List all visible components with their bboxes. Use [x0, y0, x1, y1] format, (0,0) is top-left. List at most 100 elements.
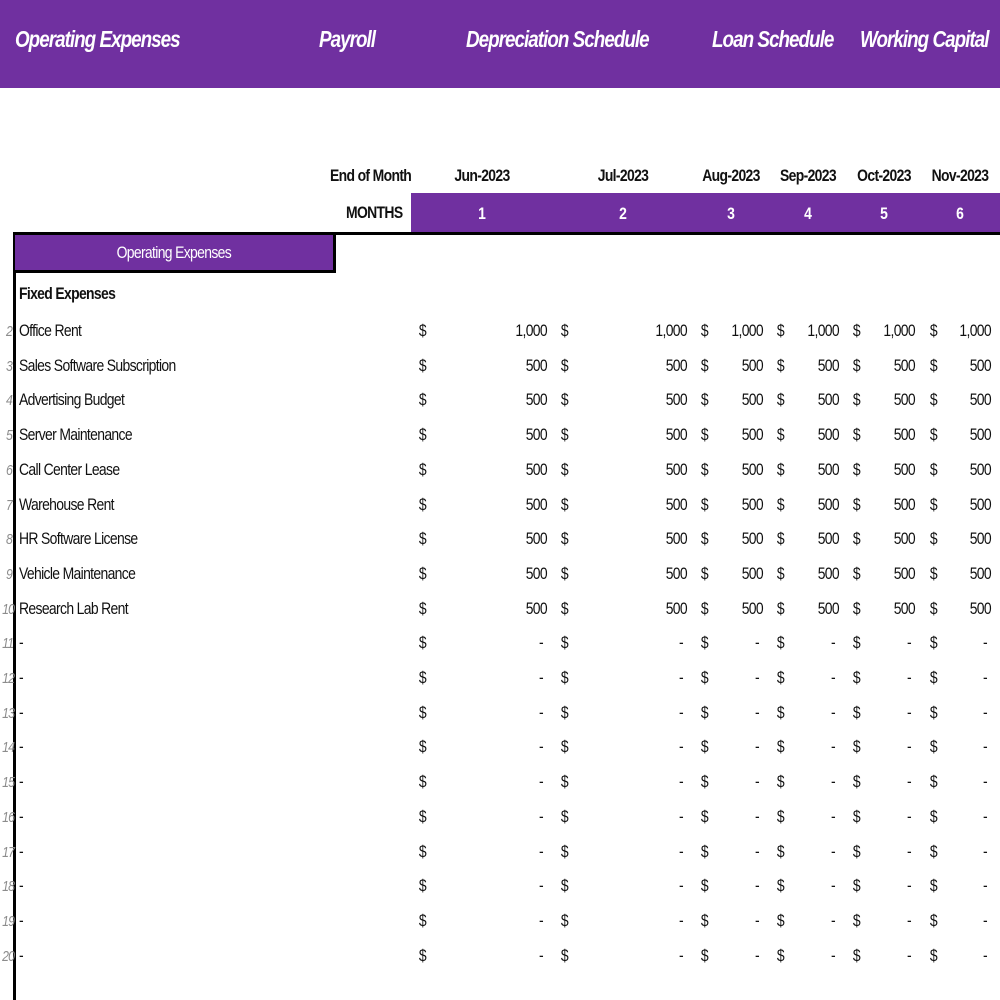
expense-value-cell[interactable]: - [831, 772, 836, 792]
expense-value-cell[interactable]: 500 [893, 598, 916, 618]
expense-value-cell[interactable]: - [831, 806, 836, 826]
expense-value-cell[interactable]: - [755, 702, 760, 722]
expense-value-cell[interactable]: 500 [969, 598, 992, 618]
expense-value-cell[interactable]: 1,000 [655, 321, 687, 340]
expense-value-cell[interactable]: - [539, 806, 544, 826]
expense-value-cell[interactable]: - [983, 841, 988, 861]
expense-value-cell[interactable]: - [907, 841, 912, 861]
expense-value-cell[interactable]: 500 [665, 598, 688, 618]
expense-value-cell[interactable]: - [679, 876, 684, 896]
expense-value-cell[interactable]: - [907, 876, 912, 896]
expense-value-cell[interactable]: - [907, 702, 912, 722]
expense-value-cell[interactable]: 1,000 [883, 321, 915, 340]
expense-value-cell[interactable]: - [983, 806, 988, 826]
expense-value-cell[interactable]: - [907, 910, 912, 930]
expense-label-cell[interactable]: - [19, 841, 24, 861]
expense-value-cell[interactable]: - [755, 876, 760, 896]
expense-label-cell[interactable]: Research Lab Rent [19, 598, 129, 618]
expense-value-cell[interactable]: 500 [741, 459, 764, 479]
expense-value-cell[interactable]: 500 [741, 598, 764, 618]
expense-value-cell[interactable]: - [907, 806, 912, 826]
expense-label-cell[interactable]: - [19, 702, 24, 722]
expense-value-cell[interactable]: - [539, 737, 544, 757]
expense-value-cell[interactable]: - [679, 668, 684, 687]
expense-label-cell[interactable]: Vehicle Maintenance [19, 563, 136, 583]
expense-value-cell[interactable]: - [983, 910, 988, 930]
expense-value-cell[interactable]: - [755, 945, 760, 965]
expense-value-cell[interactable]: - [907, 633, 912, 653]
expense-value-cell[interactable]: 1,000 [515, 321, 547, 340]
expense-value-cell[interactable]: 500 [741, 529, 764, 549]
expense-value-cell[interactable]: - [539, 945, 544, 965]
expense-value-cell[interactable]: 500 [893, 355, 916, 375]
expense-value-cell[interactable]: - [755, 737, 760, 757]
expense-label-cell[interactable]: Call Center Lease [19, 459, 120, 479]
expense-value-cell[interactable]: - [755, 668, 760, 687]
expense-value-cell[interactable]: 500 [525, 425, 548, 445]
expense-value-cell[interactable]: 500 [665, 494, 688, 514]
expense-value-cell[interactable]: - [679, 910, 684, 930]
expense-value-cell[interactable]: 500 [741, 494, 764, 514]
expense-label-cell[interactable]: - [19, 737, 24, 757]
expense-value-cell[interactable]: 500 [893, 459, 916, 479]
expense-value-cell[interactable]: - [831, 945, 836, 965]
expense-label-cell[interactable]: Sales Software Subscription [19, 355, 176, 375]
expense-value-cell[interactable]: 500 [525, 355, 548, 375]
expense-value-cell[interactable]: 500 [741, 390, 764, 410]
expense-value-cell[interactable]: 500 [665, 425, 688, 445]
expense-value-cell[interactable]: 500 [817, 355, 840, 375]
expense-value-cell[interactable]: - [983, 633, 988, 653]
expense-value-cell[interactable]: 500 [665, 459, 688, 479]
expense-value-cell[interactable]: 500 [969, 425, 992, 445]
expense-value-cell[interactable]: - [539, 772, 544, 792]
expense-label-cell[interactable]: HR Software License [19, 529, 138, 549]
nav-link-operating-expenses[interactable]: Operating Expenses [15, 26, 181, 52]
expense-value-cell[interactable]: - [983, 876, 988, 896]
expense-value-cell[interactable]: 500 [665, 355, 688, 375]
expense-value-cell[interactable]: 500 [817, 529, 840, 549]
expense-value-cell[interactable]: 500 [817, 598, 840, 618]
expense-value-cell[interactable]: - [755, 806, 760, 826]
expense-value-cell[interactable]: - [539, 668, 544, 687]
expense-value-cell[interactable]: 500 [969, 355, 992, 375]
expense-value-cell[interactable]: 500 [741, 355, 764, 375]
expense-value-cell[interactable]: 500 [741, 425, 764, 445]
expense-value-cell[interactable]: - [983, 945, 988, 965]
expense-value-cell[interactable]: 500 [817, 563, 840, 583]
expense-value-cell[interactable]: 500 [665, 563, 688, 583]
expense-value-cell[interactable]: - [679, 841, 684, 861]
expense-value-cell[interactable]: 500 [893, 425, 916, 445]
expense-value-cell[interactable]: - [755, 910, 760, 930]
nav-link-payroll[interactable]: Payroll [319, 26, 376, 52]
expense-value-cell[interactable]: - [831, 702, 836, 722]
expense-label-cell[interactable]: - [19, 772, 24, 792]
expense-value-cell[interactable]: - [831, 876, 836, 896]
expense-value-cell[interactable]: 500 [817, 459, 840, 479]
expense-value-cell[interactable]: 500 [817, 425, 840, 445]
expense-value-cell[interactable]: 500 [525, 494, 548, 514]
expense-value-cell[interactable]: - [679, 772, 684, 792]
nav-link-depreciation-schedule[interactable]: Depreciation Schedule [466, 26, 650, 52]
expense-label-cell[interactable]: Server Maintenance [19, 425, 133, 445]
expense-value-cell[interactable]: 500 [893, 529, 916, 549]
expense-label-cell[interactable]: Office Rent [19, 321, 82, 340]
expense-value-cell[interactable]: - [679, 806, 684, 826]
expense-value-cell[interactable]: - [907, 737, 912, 757]
expense-value-cell[interactable]: - [983, 668, 988, 687]
expense-value-cell[interactable]: 500 [525, 563, 548, 583]
expense-label-cell[interactable]: - [19, 876, 24, 896]
expense-label-cell[interactable]: - [19, 633, 24, 653]
expense-value-cell[interactable]: 1,000 [731, 321, 763, 340]
expense-value-cell[interactable]: 500 [817, 390, 840, 410]
expense-value-cell[interactable]: - [755, 633, 760, 653]
expense-value-cell[interactable]: 1,000 [959, 321, 991, 340]
expense-label-cell[interactable]: - [19, 806, 24, 826]
expense-value-cell[interactable]: 500 [969, 494, 992, 514]
expense-label-cell[interactable]: - [19, 910, 24, 930]
expense-label-cell[interactable]: - [19, 945, 24, 965]
nav-link-working-capital[interactable]: Working Capital [860, 26, 989, 52]
expense-value-cell[interactable]: - [831, 668, 836, 687]
nav-link-loan-schedule[interactable]: Loan Schedule [712, 26, 834, 52]
expense-value-cell[interactable]: 500 [525, 459, 548, 479]
expense-label-cell[interactable]: Advertising Budget [19, 390, 125, 410]
